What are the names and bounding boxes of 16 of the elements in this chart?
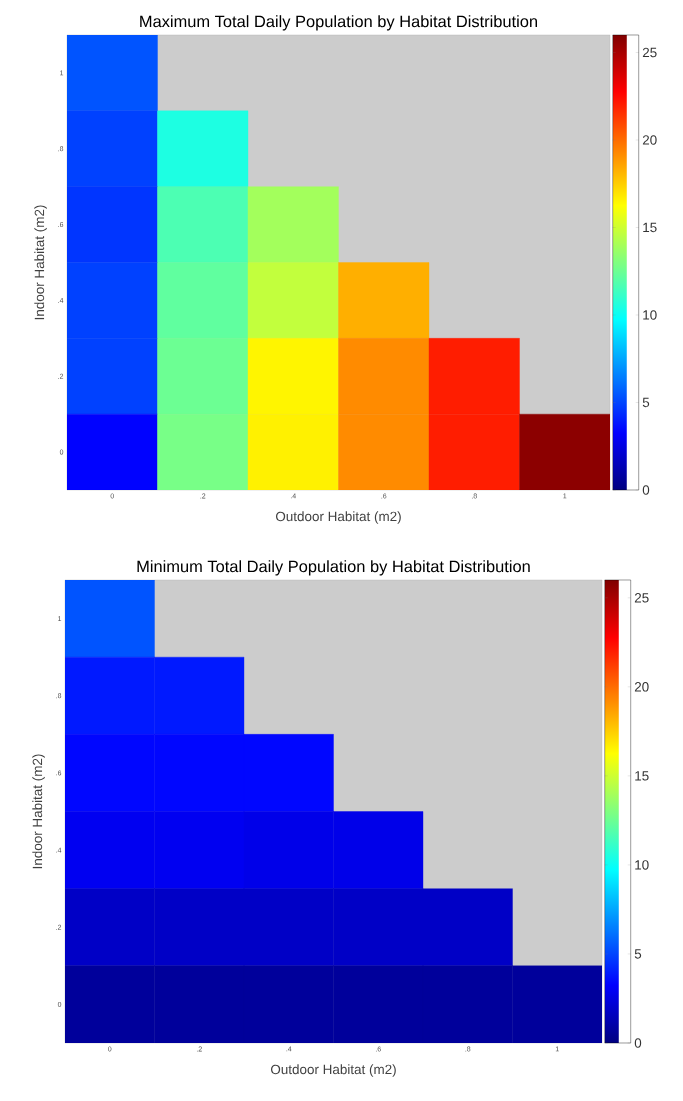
color-bar-label: 25 [634,593,649,603]
chart-title: Minimum Total Daily Population by Habitat Distribution [137,560,530,576]
color-bar-label: 20 [634,682,649,692]
color-bar-label: 10 [643,310,657,320]
chart-title: Maximum Total Daily Population by Habitat Distribution [140,15,537,31]
color-bar-label: 20 [642,135,657,145]
color-bar-label: 10 [635,860,649,870]
color-bar-label: 5 [642,397,650,408]
x-axis-title: Outdoor Habitat (m2) [270,1064,396,1077]
color-bar-label: 15 [643,222,657,233]
x-axis-title: Outdoor Habitat (m2) [275,511,401,524]
color-bar-label: 5 [634,949,642,959]
y-axis-title: Indoor Habitat (m2) [32,754,45,869]
color-bar-label: 25 [642,47,657,58]
color-bar-label: 15 [635,771,649,781]
y-axis-title: Indoor Habitat (m2) [34,205,47,320]
